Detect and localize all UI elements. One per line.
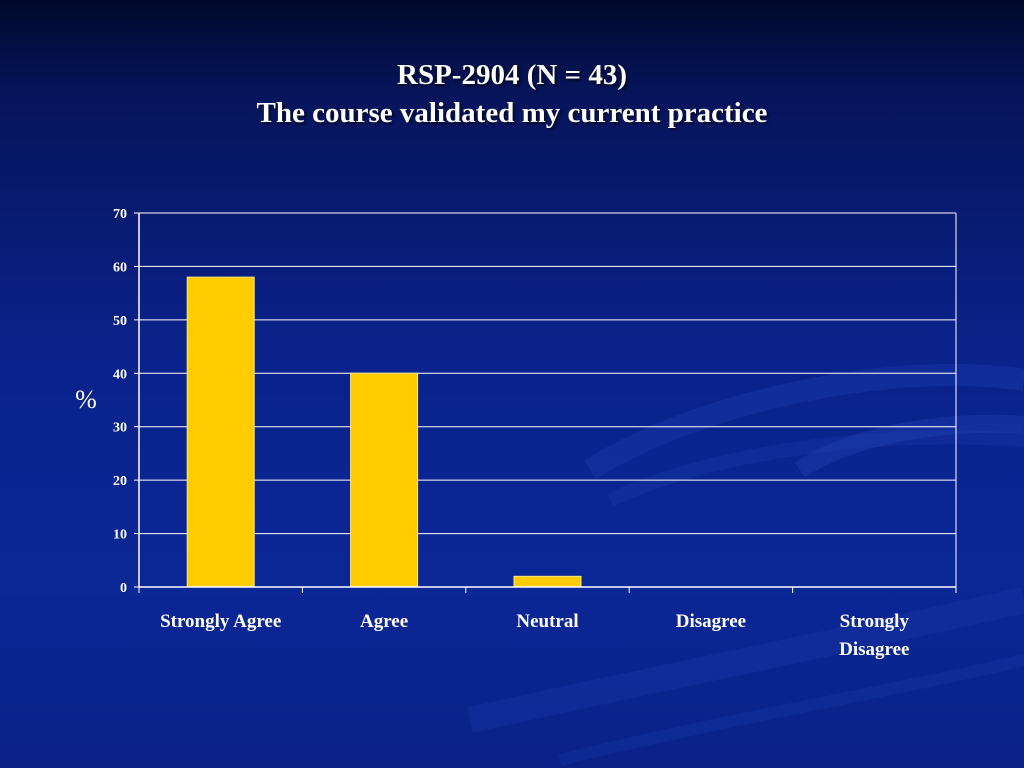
x-category-label: Disagree (676, 611, 746, 632)
y-tick-label: 0 (120, 581, 127, 596)
bar-agree (350, 372, 419, 588)
y-tick-label: 60 (113, 260, 127, 275)
y-tick-label: 50 (113, 314, 127, 329)
title-line-2: The course validated my current practice (256, 97, 768, 129)
x-category-label: Agree (360, 611, 408, 632)
y-tick-label: 70 (113, 207, 127, 222)
slide-title: RSP-2904 (N = 43) The course validated m… (0, 56, 1024, 132)
bar-neutral (513, 575, 582, 588)
y-tick-label: 30 (113, 421, 127, 436)
bar-strongly-agree (186, 276, 255, 588)
x-category-label: Neutral (516, 611, 578, 632)
y-tick-label: 40 (113, 367, 127, 382)
x-category-label: Strongly Disagree (839, 611, 909, 660)
x-category-label: Strongly Agree (160, 611, 281, 632)
title-line-1: RSP-2904 (N = 43) (397, 59, 627, 91)
y-tick-label: 10 (113, 528, 127, 543)
y-axis-label: % (75, 385, 97, 414)
y-tick-label: 20 (113, 474, 127, 489)
